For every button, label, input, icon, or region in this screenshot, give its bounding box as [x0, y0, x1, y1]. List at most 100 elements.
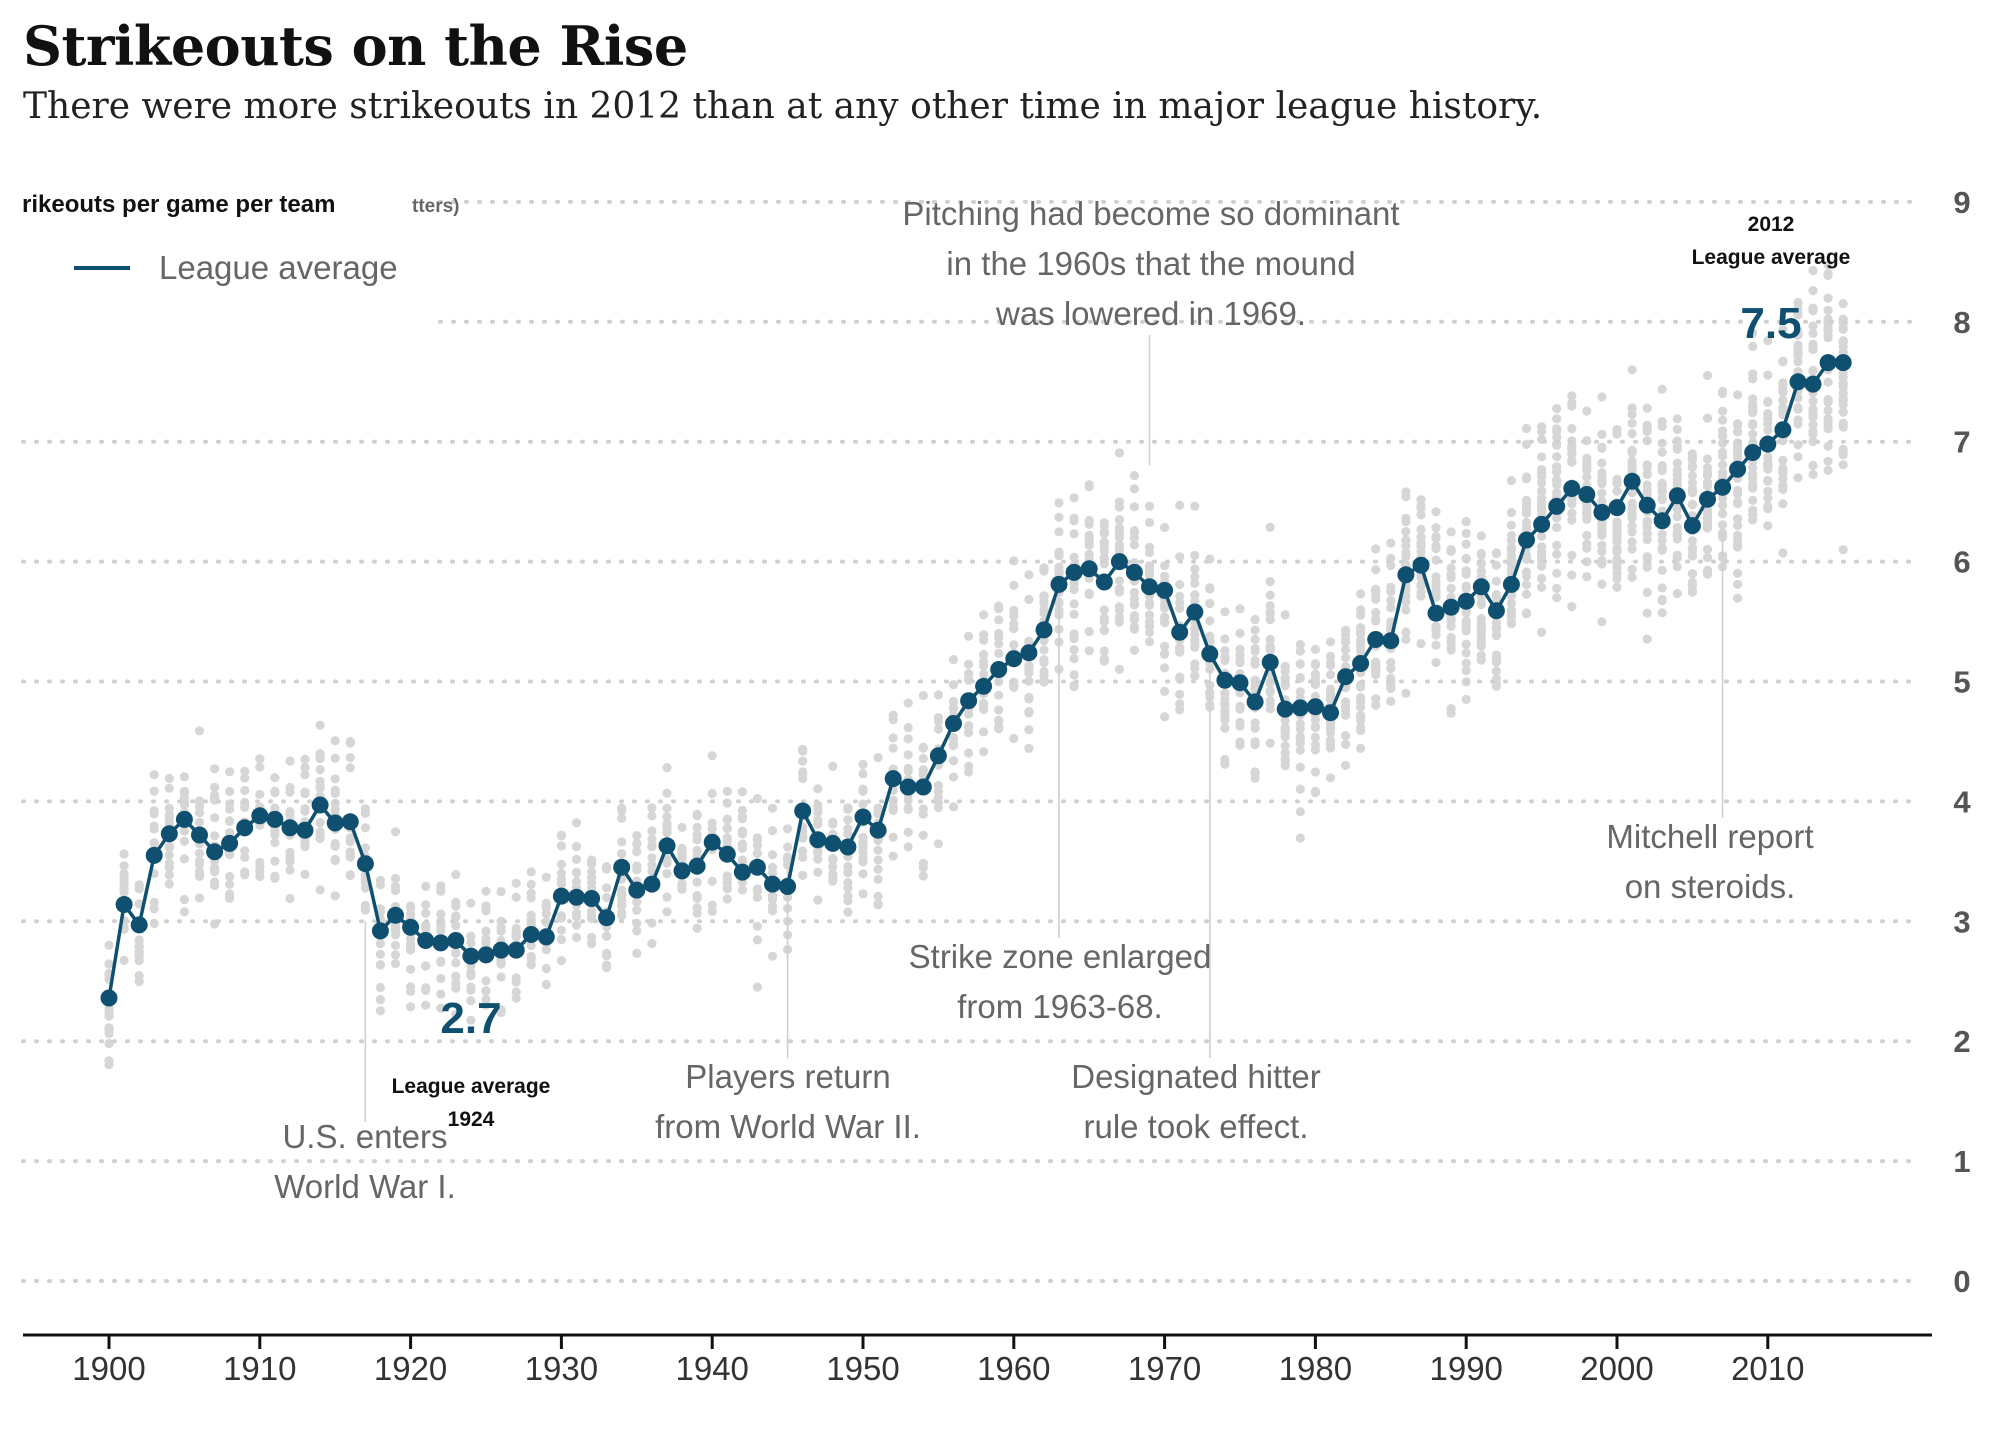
team-dot: [1416, 591, 1426, 601]
team-dot: [1054, 568, 1064, 578]
team-dot: [1386, 603, 1396, 613]
team-dot: [1250, 625, 1260, 635]
team-dot: [1627, 544, 1637, 554]
team-dot: [1144, 517, 1155, 528]
team-dot: [1687, 536, 1697, 546]
team-dot: [722, 824, 732, 834]
team-dot: [918, 753, 928, 764]
team-dot: [1506, 520, 1516, 530]
team-dot: [737, 839, 748, 849]
league-average-point: [1276, 700, 1294, 718]
team-dot: [1808, 469, 1818, 480]
team-dot: [1627, 428, 1637, 439]
team-dot: [1461, 648, 1471, 658]
team-dot: [662, 869, 672, 879]
team-dot: [270, 856, 280, 866]
team-dot: [556, 913, 567, 923]
team-dot: [1190, 501, 1200, 511]
team-dot: [1552, 404, 1562, 414]
team-dot: [1069, 609, 1079, 619]
team-dot: [1341, 701, 1351, 711]
team-dot: [134, 971, 144, 981]
team-dot: [843, 907, 853, 917]
team-dot: [1295, 640, 1305, 650]
team-dot: [194, 726, 205, 736]
league-average-point: [929, 747, 947, 765]
team-dot: [843, 824, 853, 834]
team-dot: [1356, 605, 1366, 615]
team-dot: [1220, 607, 1230, 617]
team-dot: [1024, 743, 1034, 754]
team-dot: [994, 601, 1004, 611]
team-dot: [315, 783, 325, 793]
team-dot: [1220, 707, 1230, 717]
team-dot: [481, 926, 491, 936]
team-dot: [1597, 555, 1607, 566]
league-average-point: [356, 855, 374, 873]
team-dot: [1582, 557, 1592, 567]
league-average-point: [1487, 602, 1505, 620]
team-dot: [496, 916, 506, 926]
team-dot: [1114, 587, 1124, 597]
team-dot: [662, 858, 672, 868]
team-dot: [1582, 572, 1592, 582]
x-tick-label: 1990: [1429, 1350, 1502, 1387]
league-average-point: [1186, 603, 1204, 621]
team-dot: [903, 698, 913, 708]
team-dot: [767, 803, 778, 813]
team-dot: [1129, 540, 1139, 550]
league-average-point: [296, 821, 314, 839]
team-dot: [119, 849, 129, 859]
league-average-point: [507, 941, 525, 959]
team-dot: [1009, 609, 1019, 619]
team-dot: [1808, 328, 1818, 338]
league-average-point: [1518, 531, 1535, 549]
team-dot: [300, 789, 310, 799]
annotation-text: Mitchell report on steroids.: [1606, 818, 1813, 905]
team-dot: [149, 808, 159, 818]
team-dot: [1537, 493, 1547, 503]
team-dot: [1748, 429, 1758, 439]
team-dot: [1521, 517, 1532, 528]
team-dot: [1024, 692, 1034, 703]
team-dot: [1295, 737, 1305, 747]
team-dot: [119, 879, 129, 890]
league-average-point: [914, 778, 932, 796]
team-dot: [1024, 707, 1034, 717]
team-dot: [1129, 502, 1139, 512]
team-dot: [888, 743, 898, 753]
team-dot: [1823, 377, 1833, 387]
team-dot: [225, 816, 235, 827]
team-dot: [994, 648, 1004, 659]
team-dot: [1823, 323, 1833, 333]
league-average-point: [1744, 444, 1762, 461]
team-dot: [1657, 529, 1667, 539]
team-dot: [1823, 260, 1833, 270]
team-dot: [1657, 608, 1667, 618]
team-dot: [994, 690, 1004, 700]
team-dot: [1582, 406, 1592, 416]
team-dot: [1099, 537, 1109, 547]
team-dot: [406, 901, 416, 911]
team-dot: [1537, 468, 1547, 478]
team-dot: [571, 877, 582, 887]
team-dot: [1069, 493, 1079, 503]
league-average-point: [1548, 497, 1566, 515]
team-dot: [330, 753, 340, 763]
team-dot: [1823, 305, 1833, 315]
team-dot: [1295, 762, 1305, 772]
team-dot: [1491, 631, 1501, 641]
team-dot: [1687, 545, 1697, 555]
team-dot: [1476, 641, 1486, 651]
team-dot: [255, 789, 265, 800]
team-dot: [1597, 458, 1607, 468]
league-average-point: [1714, 478, 1732, 496]
team-dot: [1356, 629, 1366, 639]
team-dot: [1461, 694, 1471, 705]
team-dot: [979, 701, 989, 711]
league-average-point: [703, 833, 721, 851]
team-dot: [1582, 509, 1592, 519]
team-dot: [888, 832, 898, 842]
team-dot: [1657, 487, 1667, 497]
team-dot: [933, 793, 944, 803]
